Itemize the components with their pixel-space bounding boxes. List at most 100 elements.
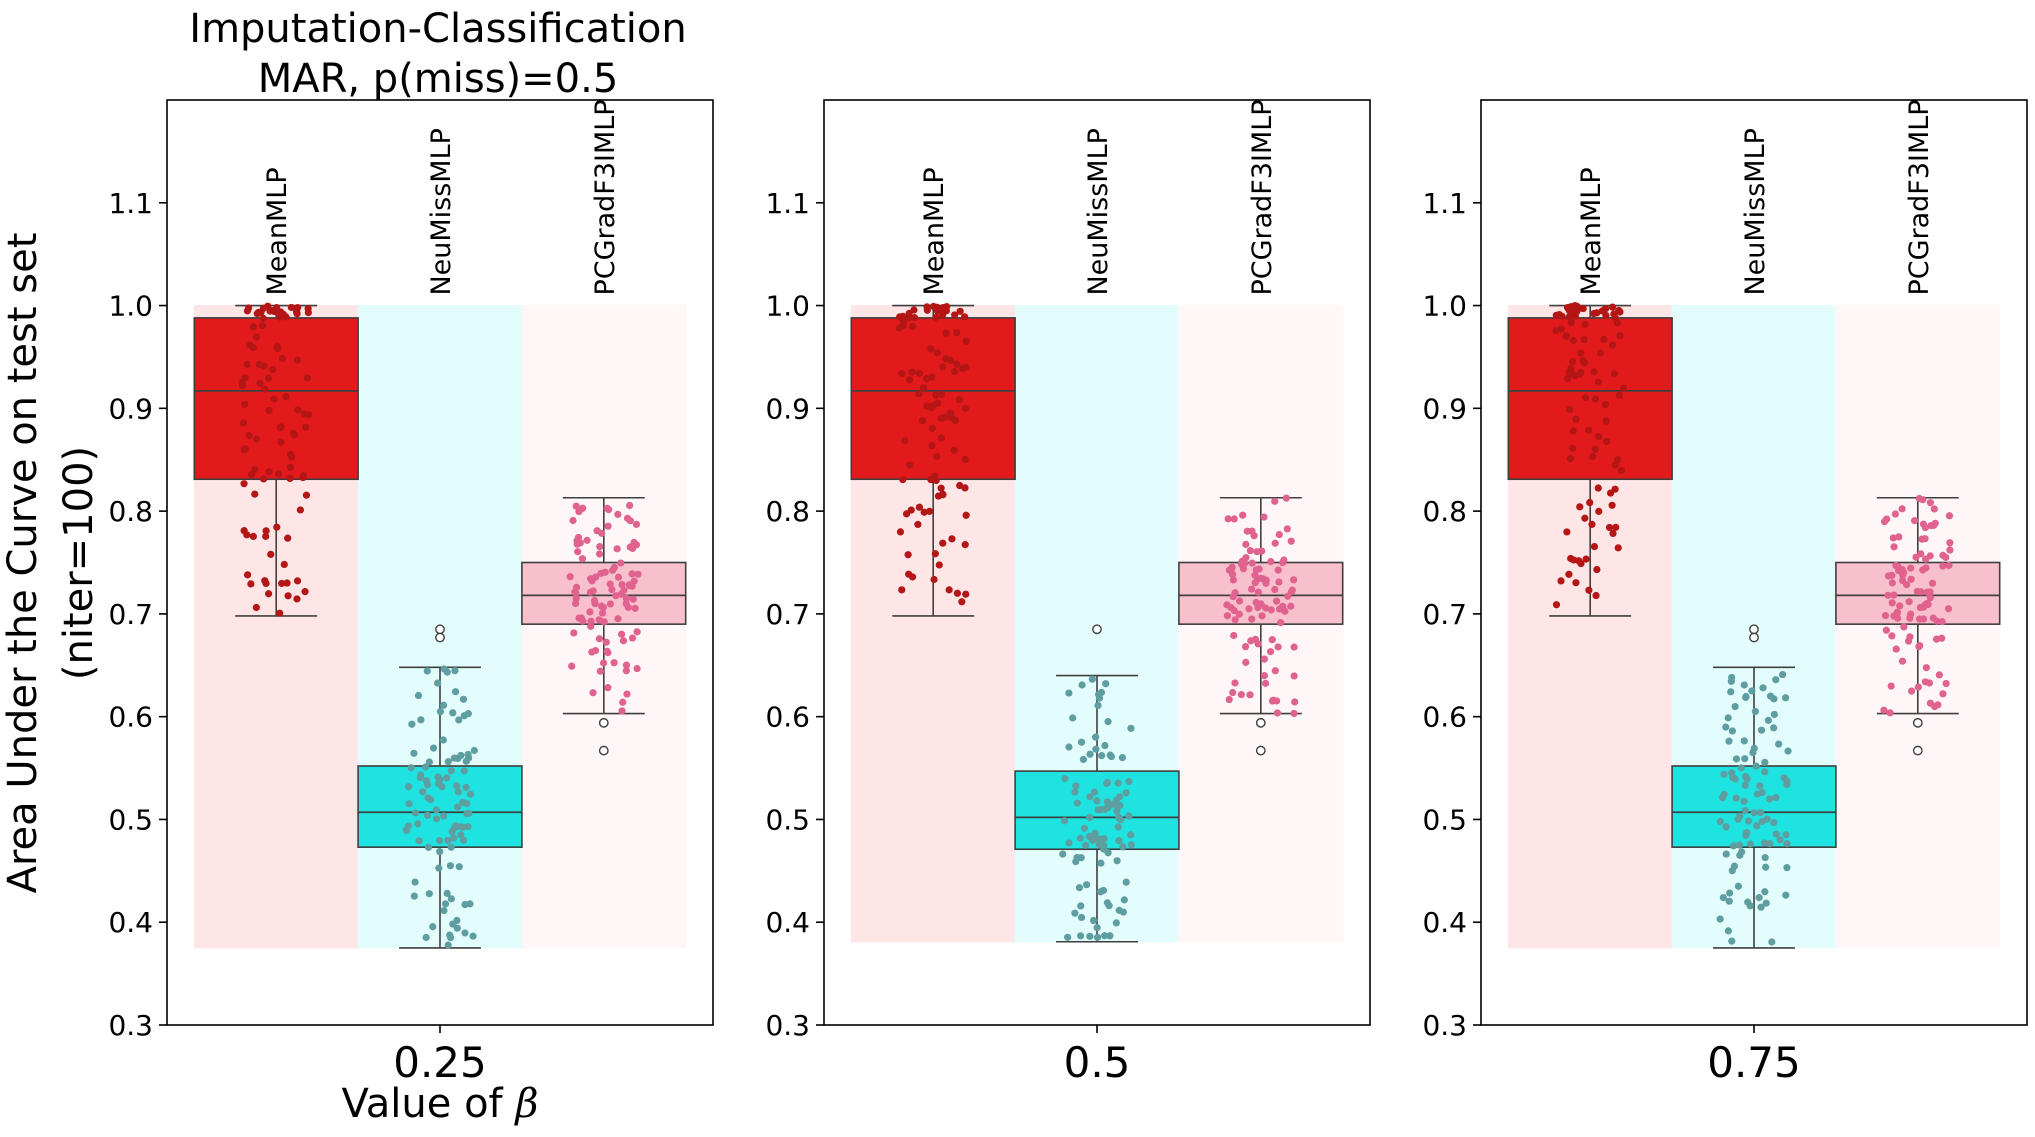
data-point — [1931, 519, 1939, 527]
data-point — [961, 313, 969, 321]
data-point — [1772, 830, 1780, 838]
data-point — [1729, 842, 1738, 850]
data-point — [293, 577, 302, 585]
data-point — [460, 712, 468, 720]
data-point — [614, 615, 622, 623]
data-point — [951, 367, 959, 376]
data-point — [1903, 581, 1911, 589]
data-point — [1254, 640, 1262, 648]
data-point — [251, 490, 259, 498]
data-point — [1077, 738, 1086, 746]
data-point — [1581, 320, 1589, 328]
figure-title: Imputation-Classification MAR, p(miss)=0… — [189, 6, 686, 102]
data-point — [1889, 534, 1897, 542]
data-point — [909, 322, 917, 331]
data-point — [1078, 681, 1086, 689]
data-point — [588, 648, 596, 656]
data-point — [589, 587, 597, 595]
data-point — [898, 586, 906, 594]
data-point — [931, 550, 939, 558]
data-point — [1762, 899, 1770, 907]
data-point — [1082, 881, 1091, 889]
data-point — [249, 344, 257, 352]
data-point — [439, 736, 447, 744]
data-point — [1731, 702, 1739, 711]
data-point — [432, 815, 441, 823]
data-point — [570, 629, 578, 637]
data-point — [275, 470, 283, 478]
data-point — [1572, 415, 1580, 423]
data-point — [1722, 823, 1730, 831]
data-point — [1289, 576, 1298, 584]
data-point — [608, 566, 617, 574]
data-point — [1741, 755, 1749, 763]
data-point — [463, 799, 471, 808]
data-point — [1744, 898, 1752, 906]
data-point — [241, 400, 249, 408]
data-point — [1260, 655, 1268, 663]
data-point — [1880, 706, 1888, 714]
data-point — [1726, 889, 1734, 897]
data-point — [1282, 494, 1290, 502]
data-point — [948, 535, 956, 543]
data-point — [261, 385, 269, 393]
data-point — [628, 634, 637, 642]
data-point — [630, 577, 638, 585]
data-point — [451, 688, 460, 696]
data-point — [930, 575, 938, 584]
data-point — [919, 417, 927, 425]
data-point — [937, 434, 946, 442]
data-point — [1939, 690, 1947, 698]
data-point — [1888, 571, 1896, 579]
data-point — [265, 406, 273, 414]
data-point — [425, 758, 434, 766]
data-point — [935, 561, 943, 569]
data-point — [1246, 691, 1254, 699]
data-point — [1552, 601, 1561, 609]
data-point — [1225, 695, 1233, 704]
data-point — [1071, 788, 1079, 796]
data-point — [1716, 817, 1724, 826]
data-point — [259, 314, 267, 322]
data-point — [1088, 675, 1096, 683]
data-point — [1595, 507, 1603, 515]
boxplot-pcgradf3imlp: PCGradF3IMLP — [1178, 99, 1344, 756]
data-point — [1761, 888, 1769, 896]
data-point — [443, 889, 451, 897]
data-point — [294, 406, 302, 414]
ytick-label: 1.1 — [765, 187, 810, 220]
data-point — [1569, 556, 1578, 564]
data-point — [1569, 357, 1577, 366]
data-point — [1258, 612, 1266, 620]
data-point — [1782, 891, 1790, 899]
outlier-point — [1912, 745, 1923, 756]
data-point — [573, 540, 581, 548]
ytick-label: 0.6 — [765, 701, 810, 734]
data-point — [259, 475, 268, 483]
data-point — [1741, 781, 1749, 789]
data-point — [1722, 850, 1730, 858]
data-point — [1768, 938, 1776, 946]
data-point — [1569, 427, 1577, 435]
data-point — [608, 585, 616, 594]
data-point — [1250, 532, 1258, 540]
data-point — [899, 476, 907, 484]
data-point — [1752, 762, 1760, 770]
data-point — [961, 541, 969, 549]
method-label-meanmlp: MeanMLP — [1576, 167, 1607, 295]
data-point — [619, 637, 628, 645]
data-point — [904, 551, 912, 559]
data-point — [1946, 546, 1954, 554]
data-point — [929, 402, 937, 410]
data-point — [1261, 679, 1270, 687]
data-point — [1601, 401, 1609, 409]
data-point — [278, 354, 286, 363]
data-point — [262, 527, 270, 535]
data-point — [440, 906, 448, 915]
data-point — [1565, 570, 1573, 578]
data-point — [462, 757, 470, 765]
xlabel-prefix: Value of — [342, 1081, 516, 1127]
data-point — [595, 635, 604, 643]
data-point — [277, 438, 285, 446]
data-point — [574, 533, 583, 542]
